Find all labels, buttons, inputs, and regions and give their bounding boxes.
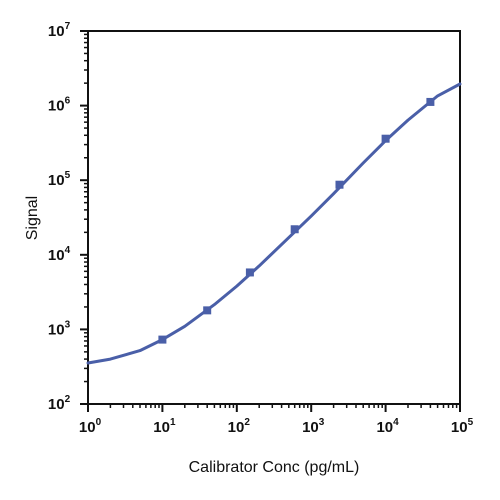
x-tick-label: 103 xyxy=(302,417,325,436)
data-point xyxy=(335,180,344,189)
y-tick-label: 102 xyxy=(48,394,71,413)
x-axis-ticks: 100 101 102 103 104 105 xyxy=(79,404,474,436)
y-axis-ticks: 102 103 104 105 106 107 xyxy=(48,21,88,413)
x-tick-label: 104 xyxy=(376,417,399,436)
data-point xyxy=(426,97,435,106)
data-point xyxy=(245,268,254,277)
x-tick-label: 100 xyxy=(79,417,102,436)
y-tick-label: 107 xyxy=(48,21,71,40)
data-point xyxy=(381,134,390,143)
y-tick-label: 104 xyxy=(48,245,71,264)
y-axis-label: Signal xyxy=(24,196,41,240)
y-tick-label: 106 xyxy=(48,96,71,115)
x-axis-label: Calibrator Conc (pg/mL) xyxy=(189,459,360,476)
x-tick-label: 102 xyxy=(228,417,251,436)
y-tick-label: 105 xyxy=(48,170,71,189)
x-tick-label: 105 xyxy=(451,417,474,436)
data-point xyxy=(158,335,167,344)
data-points xyxy=(158,97,435,344)
data-point xyxy=(203,306,212,315)
y-tick-label: 103 xyxy=(48,319,71,338)
data-point xyxy=(290,225,299,234)
plot-frame xyxy=(87,30,461,405)
x-tick-label: 101 xyxy=(153,417,176,436)
fit-curve xyxy=(86,82,462,365)
